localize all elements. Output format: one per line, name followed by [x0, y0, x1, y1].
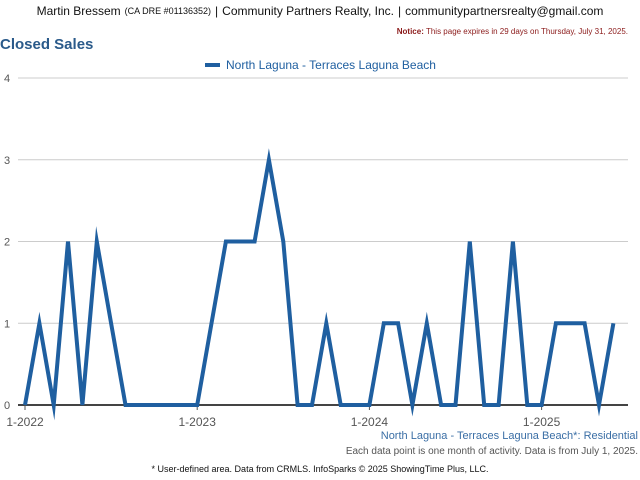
- data-note: Each data point is one month of activity…: [345, 446, 638, 457]
- y-tick-label: 4: [4, 73, 10, 85]
- notice-text: This page expires in 29 days on Thursday…: [425, 27, 628, 36]
- y-tick-label: 3: [4, 155, 10, 167]
- header-separator-1: |: [215, 4, 219, 18]
- expiry-notice: Notice: This page expires in 29 days on …: [397, 27, 628, 36]
- company-name: Community Partners Realty, Inc.: [222, 4, 394, 18]
- contact-email[interactable]: communitypartnersrealty@gmail.com: [405, 4, 604, 18]
- agent-header: Martin Bressem (CA DRE #01136352) | Comm…: [0, 0, 640, 22]
- data-source-footer: * User-defined area. Data from CRMLS. In…: [151, 464, 489, 474]
- series-line: [23, 148, 616, 421]
- y-tick-label: 0: [4, 400, 10, 412]
- chart-caption: North Laguna - Terraces Laguna Beach*: R…: [380, 430, 638, 442]
- y-tick-label: 1: [4, 318, 10, 330]
- y-tick-label: 2: [4, 237, 10, 249]
- license-number: (CA DRE #01136352): [124, 6, 212, 16]
- page-title: Closed Sales: [0, 36, 94, 53]
- agent-name: Martin Bressem: [36, 4, 121, 18]
- x-tick-label: 1-2024: [351, 415, 389, 429]
- x-tick-label: 1-2022: [6, 415, 44, 429]
- header-separator-2: |: [398, 4, 402, 18]
- notice-label: Notice:: [396, 27, 424, 36]
- x-tick-label: 1-2023: [179, 415, 217, 429]
- legend-label: North Laguna - Terraces Laguna Beach: [226, 58, 436, 72]
- x-tick-label: 1-2025: [523, 415, 561, 429]
